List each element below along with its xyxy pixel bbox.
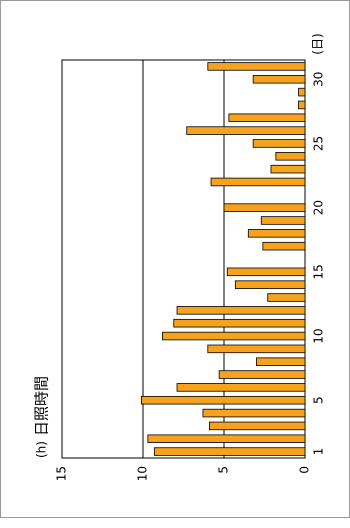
bar: [275, 152, 306, 161]
x-tick-label: 20: [312, 200, 326, 215]
y-tick-label: 5: [217, 466, 231, 474]
bar: [228, 113, 306, 123]
bar: [234, 280, 306, 289]
x-axis-label: (日): [311, 33, 325, 54]
x-tick-label: 25: [312, 136, 326, 151]
bar: [255, 357, 306, 366]
bar: [223, 203, 306, 212]
x-tick-label: 1: [312, 448, 326, 456]
bar: [153, 447, 306, 456]
bar: [147, 434, 306, 443]
bar: [267, 293, 306, 302]
chart-title: 日照時間: [33, 376, 51, 436]
bar: [252, 139, 306, 148]
x-tick-label: 5: [312, 396, 326, 404]
y-tick-label: 10: [136, 466, 150, 481]
x-tick-label: 10: [312, 328, 326, 343]
bar: [209, 421, 306, 431]
x-tick-label: 15: [312, 264, 326, 279]
y-tick-label: 0: [298, 466, 312, 474]
bar: [207, 62, 306, 71]
x-tick-label: 30: [312, 72, 326, 87]
bar: [226, 267, 306, 277]
bar: [247, 229, 306, 238]
bar: [173, 318, 306, 328]
bar: [260, 216, 306, 225]
bar: [176, 383, 306, 392]
bar: [186, 126, 306, 135]
y-tick-label: 15: [55, 466, 69, 481]
bar: [252, 75, 306, 84]
y-axis-label: (h): [35, 441, 49, 458]
bar: [207, 344, 306, 354]
bar: [298, 100, 306, 110]
bar: [270, 164, 306, 174]
bar: [202, 408, 306, 418]
bar: [262, 241, 306, 251]
bar: [218, 370, 306, 379]
bar: [140, 395, 306, 405]
bar: [162, 331, 306, 341]
bar: [176, 306, 306, 315]
bar: [298, 87, 306, 97]
bar: [210, 177, 306, 187]
